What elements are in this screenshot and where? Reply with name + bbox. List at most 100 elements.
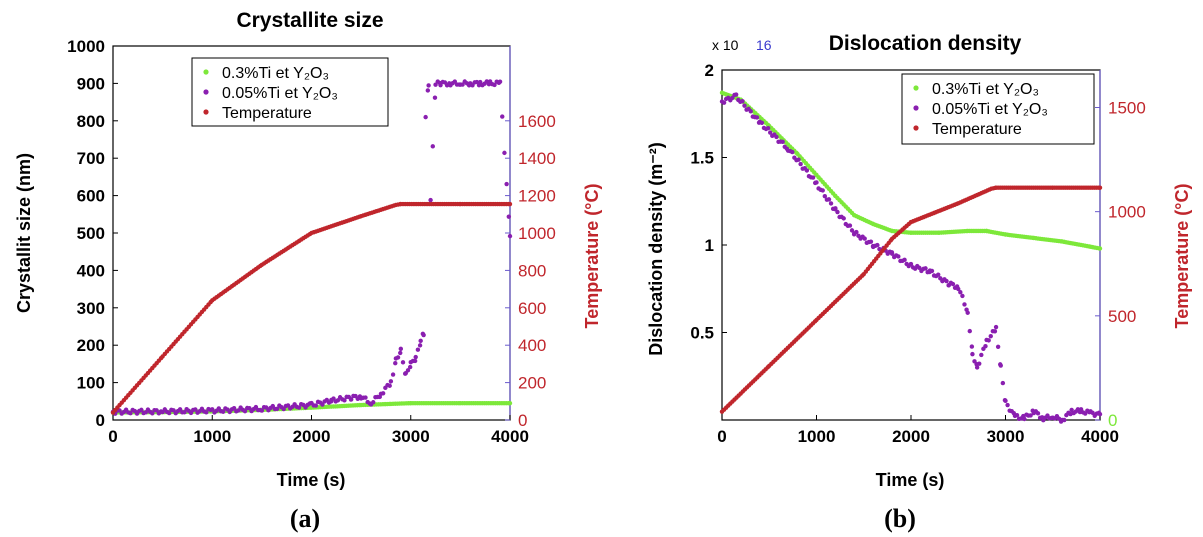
data-point bbox=[798, 161, 803, 167]
x-tick-label: 0 bbox=[108, 427, 117, 446]
data-point bbox=[478, 79, 483, 85]
data-point bbox=[405, 368, 411, 373]
data-point bbox=[242, 409, 248, 414]
data-point bbox=[1014, 413, 1020, 418]
data-point bbox=[423, 114, 428, 120]
y-tick-label: 600 bbox=[77, 187, 105, 206]
data-point bbox=[433, 82, 438, 87]
data-point bbox=[754, 115, 760, 120]
data-point bbox=[1062, 417, 1067, 423]
series-temperature bbox=[719, 185, 1103, 414]
data-point bbox=[393, 360, 398, 366]
x-tick-label: 1000 bbox=[193, 427, 231, 446]
x-axis-label: Time (s) bbox=[277, 470, 346, 490]
data-point bbox=[896, 254, 901, 259]
x-tick-label: 1000 bbox=[798, 427, 836, 446]
data-point bbox=[204, 410, 209, 415]
x-tick-label: 4000 bbox=[491, 427, 529, 446]
data-point bbox=[432, 95, 438, 100]
data-point bbox=[988, 333, 993, 339]
y2-tick-label: 0 bbox=[1108, 411, 1117, 430]
y-tick-label: 200 bbox=[77, 336, 105, 355]
data-point bbox=[507, 233, 513, 239]
data-point bbox=[296, 405, 302, 410]
data-point bbox=[412, 358, 418, 364]
legend-marker bbox=[203, 89, 209, 95]
data-point bbox=[418, 338, 423, 344]
legend-marker bbox=[913, 85, 919, 91]
y-tick-label: 1000 bbox=[67, 37, 105, 56]
y-tick-label: 0.5 bbox=[690, 324, 714, 343]
data-point bbox=[506, 214, 512, 219]
chart-panel-a: Crystallite size 0 1000 2000 3000 4000 01002… bbox=[14, 9, 602, 533]
data-point bbox=[502, 150, 507, 156]
data-point bbox=[790, 149, 795, 155]
data-point bbox=[1028, 413, 1033, 418]
data-point bbox=[944, 278, 949, 284]
data-point bbox=[950, 281, 956, 287]
data-point bbox=[998, 363, 1003, 368]
data-point bbox=[796, 157, 801, 162]
data-point bbox=[320, 402, 325, 407]
legend-box bbox=[901, 73, 1095, 145]
data-point bbox=[193, 407, 198, 412]
data-point bbox=[902, 257, 907, 263]
y-scale-note: x 10 bbox=[712, 37, 739, 53]
legend-box bbox=[191, 57, 389, 127]
data-point bbox=[993, 324, 999, 330]
data-point bbox=[342, 398, 347, 403]
data-point bbox=[969, 344, 975, 349]
data-point bbox=[387, 383, 392, 388]
legend-entry: 0.3%Ti et Y₂O₃ bbox=[932, 81, 1039, 98]
data-point bbox=[958, 290, 963, 295]
x-tick-label: 4000 bbox=[1081, 427, 1119, 446]
data-point bbox=[313, 403, 319, 408]
data-point bbox=[889, 251, 895, 256]
y2-tick-label: 1600 bbox=[518, 112, 556, 131]
data-point bbox=[917, 265, 922, 270]
y-tick-label: 1.5 bbox=[690, 149, 714, 168]
x-tick-label: 2000 bbox=[293, 427, 331, 446]
data-point bbox=[128, 410, 133, 416]
data-point bbox=[415, 347, 421, 352]
data-point bbox=[780, 139, 785, 144]
x-axis-label: Time (s) bbox=[876, 470, 945, 490]
data-point bbox=[417, 343, 423, 348]
data-point bbox=[1035, 411, 1041, 416]
data-point bbox=[380, 391, 386, 396]
data-point bbox=[875, 242, 880, 248]
data-point bbox=[908, 261, 914, 267]
data-point bbox=[742, 103, 747, 108]
chart-title: Crystallite size bbox=[236, 9, 383, 32]
data-point bbox=[395, 355, 401, 360]
data-point bbox=[428, 197, 433, 203]
y2-tick-label: 1000 bbox=[518, 224, 556, 243]
legend-marker bbox=[203, 109, 209, 115]
data-point bbox=[835, 209, 840, 215]
y-tick-label: 800 bbox=[77, 112, 105, 131]
data-point bbox=[765, 126, 771, 131]
y2-axis-label: Temperature (°C) bbox=[1172, 184, 1192, 329]
y2-tick-label: 400 bbox=[518, 336, 546, 355]
legend-marker bbox=[913, 105, 919, 111]
data-point bbox=[1000, 380, 1006, 386]
data-point bbox=[974, 365, 980, 370]
data-point bbox=[977, 361, 982, 366]
legend-entry: Temperature bbox=[222, 105, 312, 122]
data-point bbox=[259, 408, 265, 413]
y2-axis-label: Temperature (°C) bbox=[582, 184, 602, 329]
data-point bbox=[274, 406, 280, 412]
data-point bbox=[220, 409, 226, 414]
y-axis-label: Crystallit size (nm) bbox=[14, 153, 34, 313]
data-point bbox=[421, 332, 426, 338]
data-point bbox=[733, 92, 739, 97]
data-point bbox=[349, 397, 354, 402]
y-tick-label: 2 bbox=[705, 61, 714, 80]
data-point bbox=[1069, 407, 1074, 413]
data-point bbox=[822, 193, 828, 199]
data-point bbox=[139, 407, 144, 413]
data-point bbox=[956, 286, 961, 292]
data-point bbox=[767, 130, 773, 135]
data-point bbox=[936, 272, 941, 277]
data-point bbox=[960, 293, 965, 299]
